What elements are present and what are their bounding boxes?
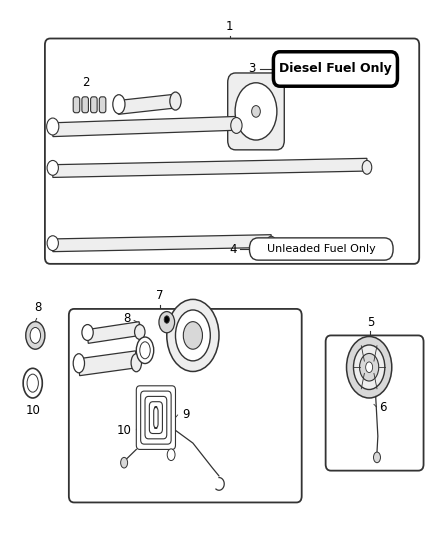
Ellipse shape — [170, 92, 181, 110]
Text: Diesel Fuel Only: Diesel Fuel Only — [279, 62, 392, 76]
Text: Unleaded Fuel Only: Unleaded Fuel Only — [267, 244, 376, 254]
Text: 8: 8 — [34, 301, 41, 314]
Ellipse shape — [73, 354, 85, 373]
Polygon shape — [78, 351, 137, 376]
Ellipse shape — [362, 160, 372, 174]
Text: 10: 10 — [116, 424, 131, 438]
FancyBboxPatch shape — [149, 402, 162, 433]
Ellipse shape — [235, 83, 277, 140]
Ellipse shape — [360, 353, 379, 381]
Ellipse shape — [176, 310, 210, 361]
FancyBboxPatch shape — [273, 52, 397, 86]
Ellipse shape — [164, 316, 170, 323]
Ellipse shape — [346, 336, 392, 398]
FancyBboxPatch shape — [145, 397, 167, 439]
Text: 5: 5 — [367, 316, 374, 329]
FancyBboxPatch shape — [73, 97, 80, 113]
Text: 9: 9 — [182, 408, 190, 422]
Polygon shape — [117, 94, 176, 114]
Ellipse shape — [366, 362, 373, 373]
Ellipse shape — [131, 354, 141, 372]
FancyBboxPatch shape — [141, 391, 171, 444]
Text: 10: 10 — [25, 405, 40, 417]
Ellipse shape — [353, 345, 385, 390]
Polygon shape — [53, 116, 237, 136]
Ellipse shape — [167, 449, 175, 461]
Ellipse shape — [27, 374, 39, 392]
Ellipse shape — [26, 321, 45, 349]
Polygon shape — [87, 322, 141, 343]
Ellipse shape — [374, 452, 381, 463]
Ellipse shape — [30, 327, 41, 343]
Ellipse shape — [140, 342, 150, 359]
Ellipse shape — [47, 236, 58, 251]
Ellipse shape — [23, 368, 42, 398]
FancyBboxPatch shape — [91, 97, 97, 113]
Text: 1: 1 — [226, 20, 233, 33]
Ellipse shape — [231, 117, 242, 133]
Text: 6: 6 — [379, 400, 387, 414]
Ellipse shape — [134, 325, 145, 340]
FancyBboxPatch shape — [45, 38, 419, 264]
Text: 2: 2 — [81, 76, 89, 89]
Ellipse shape — [167, 300, 219, 372]
Ellipse shape — [252, 106, 260, 117]
Polygon shape — [53, 235, 271, 252]
FancyBboxPatch shape — [69, 309, 302, 503]
FancyBboxPatch shape — [325, 335, 424, 471]
Ellipse shape — [184, 321, 202, 349]
Ellipse shape — [159, 312, 175, 333]
Text: 3: 3 — [249, 62, 256, 75]
Text: 4: 4 — [229, 243, 237, 255]
Text: 7: 7 — [156, 289, 164, 302]
Ellipse shape — [113, 95, 125, 114]
FancyBboxPatch shape — [250, 238, 393, 260]
FancyBboxPatch shape — [99, 97, 106, 113]
Ellipse shape — [47, 160, 58, 175]
Ellipse shape — [266, 236, 276, 250]
Polygon shape — [53, 158, 367, 177]
FancyBboxPatch shape — [136, 386, 176, 449]
FancyBboxPatch shape — [228, 73, 284, 150]
Ellipse shape — [120, 457, 127, 468]
Text: 8: 8 — [123, 312, 131, 326]
Ellipse shape — [47, 118, 59, 135]
Ellipse shape — [136, 337, 154, 364]
FancyBboxPatch shape — [82, 97, 88, 113]
Ellipse shape — [82, 325, 93, 341]
FancyBboxPatch shape — [154, 407, 158, 428]
